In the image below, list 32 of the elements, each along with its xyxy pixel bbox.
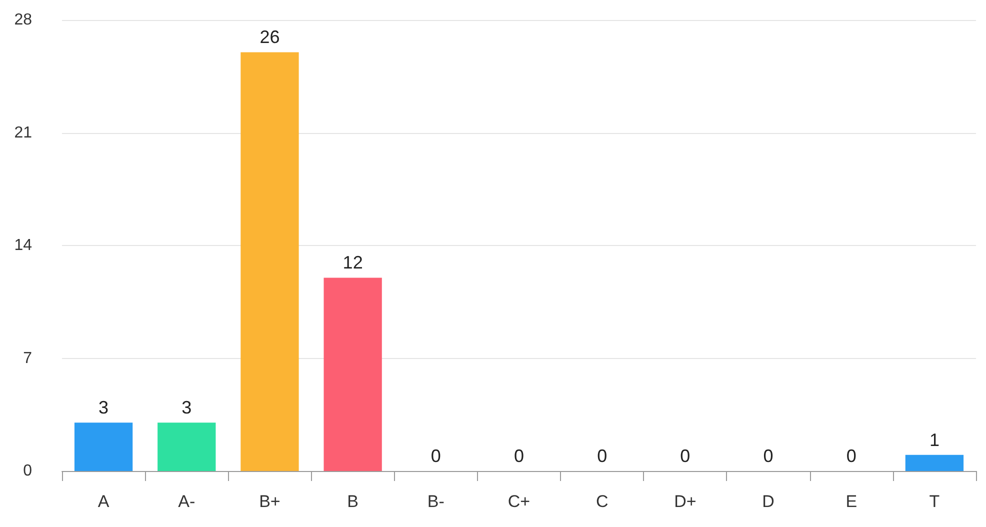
data-label: 0 (763, 446, 774, 466)
x-tick-label: C+ (508, 492, 530, 511)
bar (74, 422, 133, 471)
y-tick-label: 7 (23, 350, 32, 367)
y-tick-label: 14 (14, 237, 32, 254)
x-tick-label: T (929, 492, 940, 511)
x-tick-label: C (596, 492, 608, 511)
data-label: 3 (98, 398, 109, 418)
bar (158, 422, 216, 471)
x-tick-label: A- (178, 492, 196, 511)
x-tick-label: D (762, 492, 774, 511)
y-tick-label: 21 (14, 124, 32, 142)
data-label: 0 (514, 446, 524, 466)
y-tick-label: 28 (14, 12, 32, 28)
bar (240, 52, 299, 471)
data-label: 0 (430, 446, 441, 466)
data-label: 26 (260, 27, 280, 48)
y-tick-label: 0 (23, 462, 32, 480)
data-label: 0 (597, 446, 608, 466)
data-label: 12 (342, 252, 363, 273)
data-label: 3 (182, 398, 192, 418)
bar (324, 278, 382, 471)
data-label: 0 (846, 446, 856, 466)
x-tick-label: E (846, 492, 858, 511)
bar (905, 454, 964, 471)
data-label: 1 (929, 430, 940, 450)
x-tick-label: B (347, 492, 358, 511)
x-tick-label: D+ (674, 492, 696, 511)
x-tick-label: A (98, 492, 110, 511)
data-label: 0 (680, 446, 690, 466)
x-tick-label: B+ (259, 492, 280, 511)
x-tick-label: B- (427, 492, 444, 511)
